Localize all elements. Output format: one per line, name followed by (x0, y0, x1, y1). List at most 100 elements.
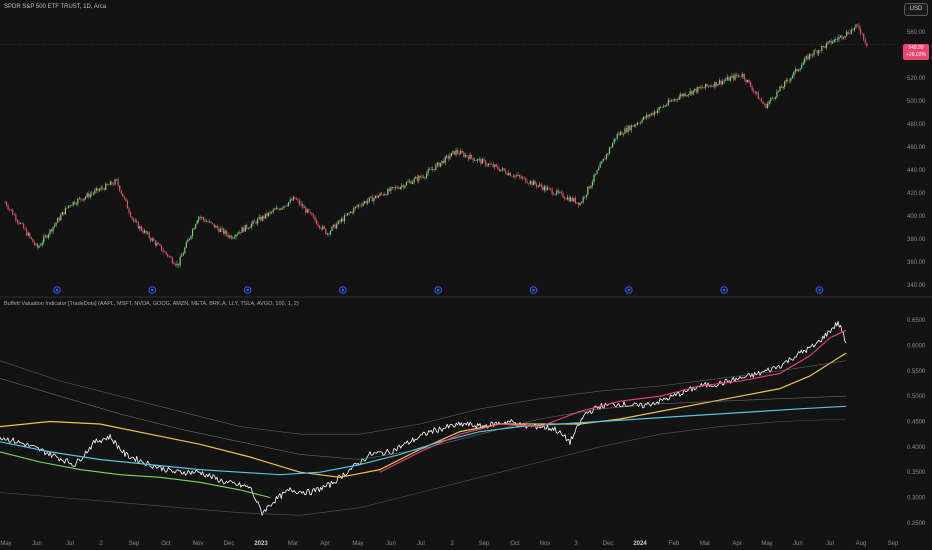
candle (677, 99, 679, 101)
candle (537, 185, 539, 187)
candle (503, 168, 505, 171)
candle (573, 198, 575, 202)
candle (302, 203, 304, 208)
candle (629, 125, 631, 131)
candle (360, 205, 363, 206)
candle (625, 128, 628, 133)
candle (860, 28, 862, 34)
candle (585, 194, 587, 198)
candle (222, 228, 225, 234)
event-marker-dot (151, 288, 154, 292)
candle (103, 188, 105, 191)
candle (399, 186, 401, 190)
candle (639, 122, 642, 124)
candle (819, 50, 821, 51)
candle (343, 215, 346, 222)
candle (185, 242, 187, 248)
candle (371, 196, 373, 202)
candle (815, 50, 817, 52)
candle (142, 230, 144, 233)
candle (788, 80, 790, 82)
candle (591, 181, 594, 186)
candle (407, 181, 409, 183)
candle (373, 198, 375, 202)
candle (370, 196, 372, 198)
candle (661, 107, 663, 108)
candle (562, 192, 564, 198)
candle (196, 220, 198, 225)
price-axis-tick: 460.00 (907, 145, 926, 151)
candle (145, 230, 147, 234)
candle (390, 187, 392, 192)
currency-button[interactable]: USD (904, 3, 928, 16)
candle (864, 39, 866, 43)
candle (243, 227, 245, 232)
candle (283, 205, 285, 208)
candle (308, 209, 310, 213)
candle (179, 256, 181, 266)
candle (314, 216, 316, 221)
candle (478, 158, 480, 160)
candle (858, 25, 860, 29)
candle (244, 224, 246, 232)
candle (342, 218, 344, 222)
candle (50, 229, 53, 232)
candle (709, 85, 711, 87)
candle (252, 220, 254, 224)
time-axis-tick: Mar (700, 541, 710, 547)
candle (515, 175, 518, 177)
candle (430, 169, 432, 170)
candle (312, 215, 315, 217)
candle (754, 91, 756, 93)
candle (630, 125, 632, 131)
candle (574, 198, 576, 204)
candle (159, 244, 161, 246)
candle (15, 215, 17, 221)
candle (779, 86, 781, 91)
candle (844, 36, 846, 38)
candle (751, 86, 753, 91)
candle (333, 224, 335, 227)
candle (469, 154, 471, 160)
candle (528, 183, 530, 184)
candle (763, 104, 766, 105)
candle (712, 85, 714, 88)
candle (246, 224, 248, 229)
candle (195, 224, 197, 229)
candle (660, 107, 662, 108)
candle (568, 197, 570, 202)
candle (337, 220, 339, 225)
candle (455, 150, 457, 155)
candle (808, 53, 811, 60)
candle (368, 197, 370, 201)
time-axis-tick: Jul (417, 541, 425, 547)
candle (267, 212, 270, 217)
candle (97, 188, 99, 191)
candle (540, 184, 542, 187)
time-axis-tick: Sep (129, 541, 140, 547)
candle (60, 215, 62, 221)
candle (275, 207, 277, 210)
candle (687, 94, 690, 96)
time-axis-tick: Dec (603, 541, 614, 547)
candle (805, 56, 807, 59)
candle (624, 128, 626, 134)
event-marker (434, 286, 443, 294)
candle (322, 226, 324, 230)
candle (75, 203, 77, 205)
time-axis-tick: 2 (99, 541, 103, 547)
candle (728, 76, 730, 81)
candle (114, 179, 116, 185)
candle (813, 50, 815, 56)
candle (636, 122, 638, 125)
candle (353, 208, 355, 213)
candle (449, 156, 451, 159)
candle (129, 212, 132, 217)
candle (759, 99, 761, 100)
candle (818, 50, 820, 54)
indicator-axis-tick: 0.6500 (907, 318, 926, 324)
candle (328, 233, 330, 235)
series-band-upper (0, 360, 847, 435)
candle (849, 33, 851, 35)
